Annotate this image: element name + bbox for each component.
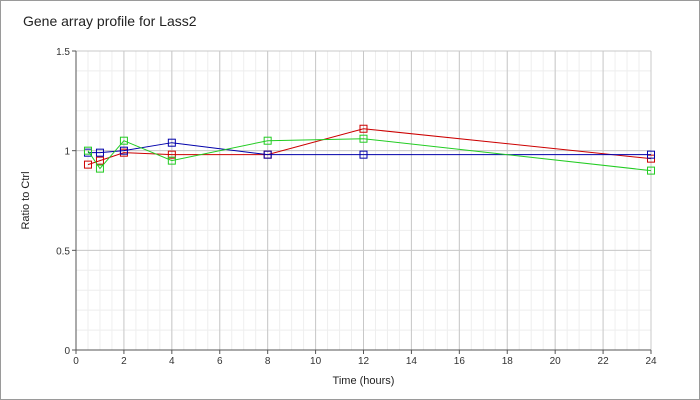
data-point-marker [359,150,368,159]
major-grid [75,50,652,351]
x-tick-label: 14 [406,356,418,367]
y-tick-label: 0 [64,346,70,357]
series-line [87,138,652,172]
data-point-marker [359,124,368,133]
x-tick-label: 10 [310,356,322,367]
x-tick-label: 4 [169,356,175,367]
data-point-marker [647,150,655,159]
data-point-marker [263,136,272,145]
x-tick-label: 6 [217,356,223,367]
x-tick-label: 2 [121,356,127,367]
x-tick-label: 22 [598,356,610,367]
data-point-marker [119,146,128,155]
y-tick-label: 1 [64,147,70,158]
x-tick-label: 16 [454,356,466,367]
data-point-marker [167,156,176,165]
data-point-marker [95,148,104,157]
x-tick-label: 24 [645,356,657,367]
y-axis-label: Ratio to Ctrl [20,171,32,229]
series-line [87,142,651,156]
x-tick-label: 20 [550,356,562,367]
x-tick-label: 18 [502,356,514,367]
chart-title: Gene array profile for Lass2 [23,13,197,29]
data-point-marker [263,150,272,159]
data-point-marker [359,134,368,143]
data-point-marker [167,138,176,147]
x-tick-label: 0 [73,356,79,367]
x-tick-label: 8 [265,356,271,367]
x-axis-label: Time (hours) [333,375,395,387]
data-point-marker [647,166,655,175]
data-point-marker [83,160,92,169]
series-line [87,128,652,166]
data-point-marker [119,136,128,145]
data-point-marker [83,146,92,155]
data-point-marker [95,164,104,173]
series-group [83,124,655,175]
axes [72,50,652,354]
y-tick-label: 0.5 [56,246,70,257]
data-point-marker [167,150,176,159]
x-tick-label: 12 [358,356,370,367]
data-point-marker [95,156,104,165]
y-tick-label: 1.5 [56,47,70,58]
